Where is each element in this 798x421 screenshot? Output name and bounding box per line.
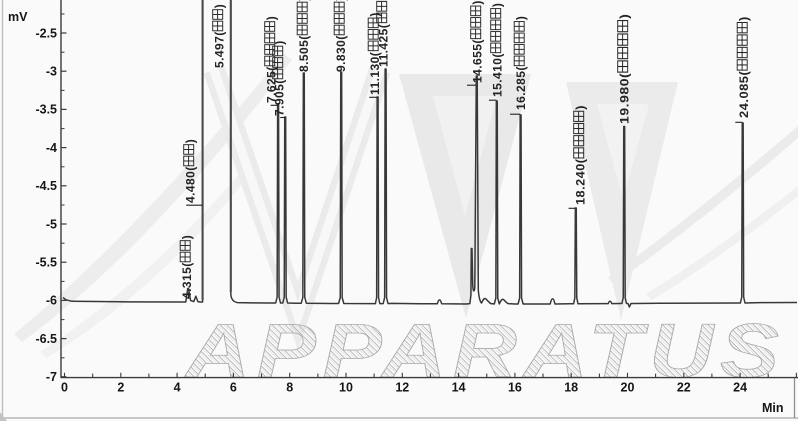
svg-text:4.315(: 4.315( (180, 262, 194, 299)
svg-text:): ) (368, 12, 382, 16)
svg-text:5.497(: 5.497( (213, 31, 227, 68)
svg-text:7.625(: 7.625( (265, 66, 279, 103)
svg-text:0: 0 (61, 381, 68, 395)
svg-text:4.480(: 4.480( (184, 166, 198, 203)
svg-text:11.130(: 11.130( (368, 52, 382, 95)
svg-text:6: 6 (230, 381, 237, 395)
svg-text:24.085(: 24.085( (738, 70, 751, 118)
svg-text:Min: Min (762, 401, 784, 415)
svg-text:): ) (738, 16, 751, 21)
svg-text:): ) (180, 235, 194, 239)
svg-text:): ) (297, 0, 311, 1)
svg-text:15.410(: 15.410( (491, 53, 505, 97)
svg-text:11.425(: 11.425( (377, 24, 391, 67)
svg-text:): ) (471, 0, 485, 4)
svg-text:18: 18 (564, 381, 578, 395)
svg-text:8.505(: 8.505( (297, 35, 311, 72)
svg-text:4: 4 (174, 381, 181, 395)
svg-text:22: 22 (677, 381, 691, 395)
svg-text:16.285(: 16.285( (514, 66, 528, 110)
svg-text:24: 24 (733, 381, 747, 395)
svg-text:): ) (618, 14, 632, 19)
svg-text:): ) (184, 139, 198, 143)
svg-text:-7: -7 (46, 370, 57, 384)
svg-text:14.655(: 14.655( (471, 39, 485, 83)
svg-text:7.905(: 7.905( (273, 79, 287, 116)
svg-text:14: 14 (452, 381, 466, 395)
svg-text:-4.5: -4.5 (35, 179, 57, 193)
svg-text:16: 16 (508, 381, 522, 395)
svg-text:10: 10 (339, 381, 353, 395)
svg-text:-3: -3 (46, 65, 57, 79)
svg-text:-3.5: -3.5 (35, 103, 57, 117)
svg-text:mV: mV (8, 10, 28, 24)
svg-text:12: 12 (395, 381, 409, 395)
svg-text:-2.5: -2.5 (35, 26, 57, 40)
svg-text:20: 20 (621, 381, 635, 395)
svg-text:18.240(: 18.240( (574, 158, 588, 205)
svg-text:): ) (273, 40, 287, 44)
svg-text:19.980(: 19.980( (618, 73, 632, 124)
svg-text:-6.5: -6.5 (35, 332, 57, 346)
svg-text:): ) (491, 3, 505, 7)
svg-text:): ) (514, 16, 528, 20)
svg-text:-6: -6 (46, 294, 57, 308)
svg-text:-5.5: -5.5 (35, 256, 57, 270)
svg-text:APPARATUS: APPARATUS (184, 309, 786, 394)
svg-text:-4: -4 (46, 141, 57, 155)
svg-text:): ) (213, 4, 227, 8)
svg-text:2: 2 (117, 381, 124, 395)
svg-text:8: 8 (286, 381, 293, 395)
svg-text:9.830(: 9.830( (334, 35, 348, 72)
svg-text:): ) (334, 0, 348, 1)
svg-text:-5: -5 (46, 217, 57, 231)
svg-text:): ) (265, 16, 279, 20)
svg-text:): ) (574, 105, 588, 110)
